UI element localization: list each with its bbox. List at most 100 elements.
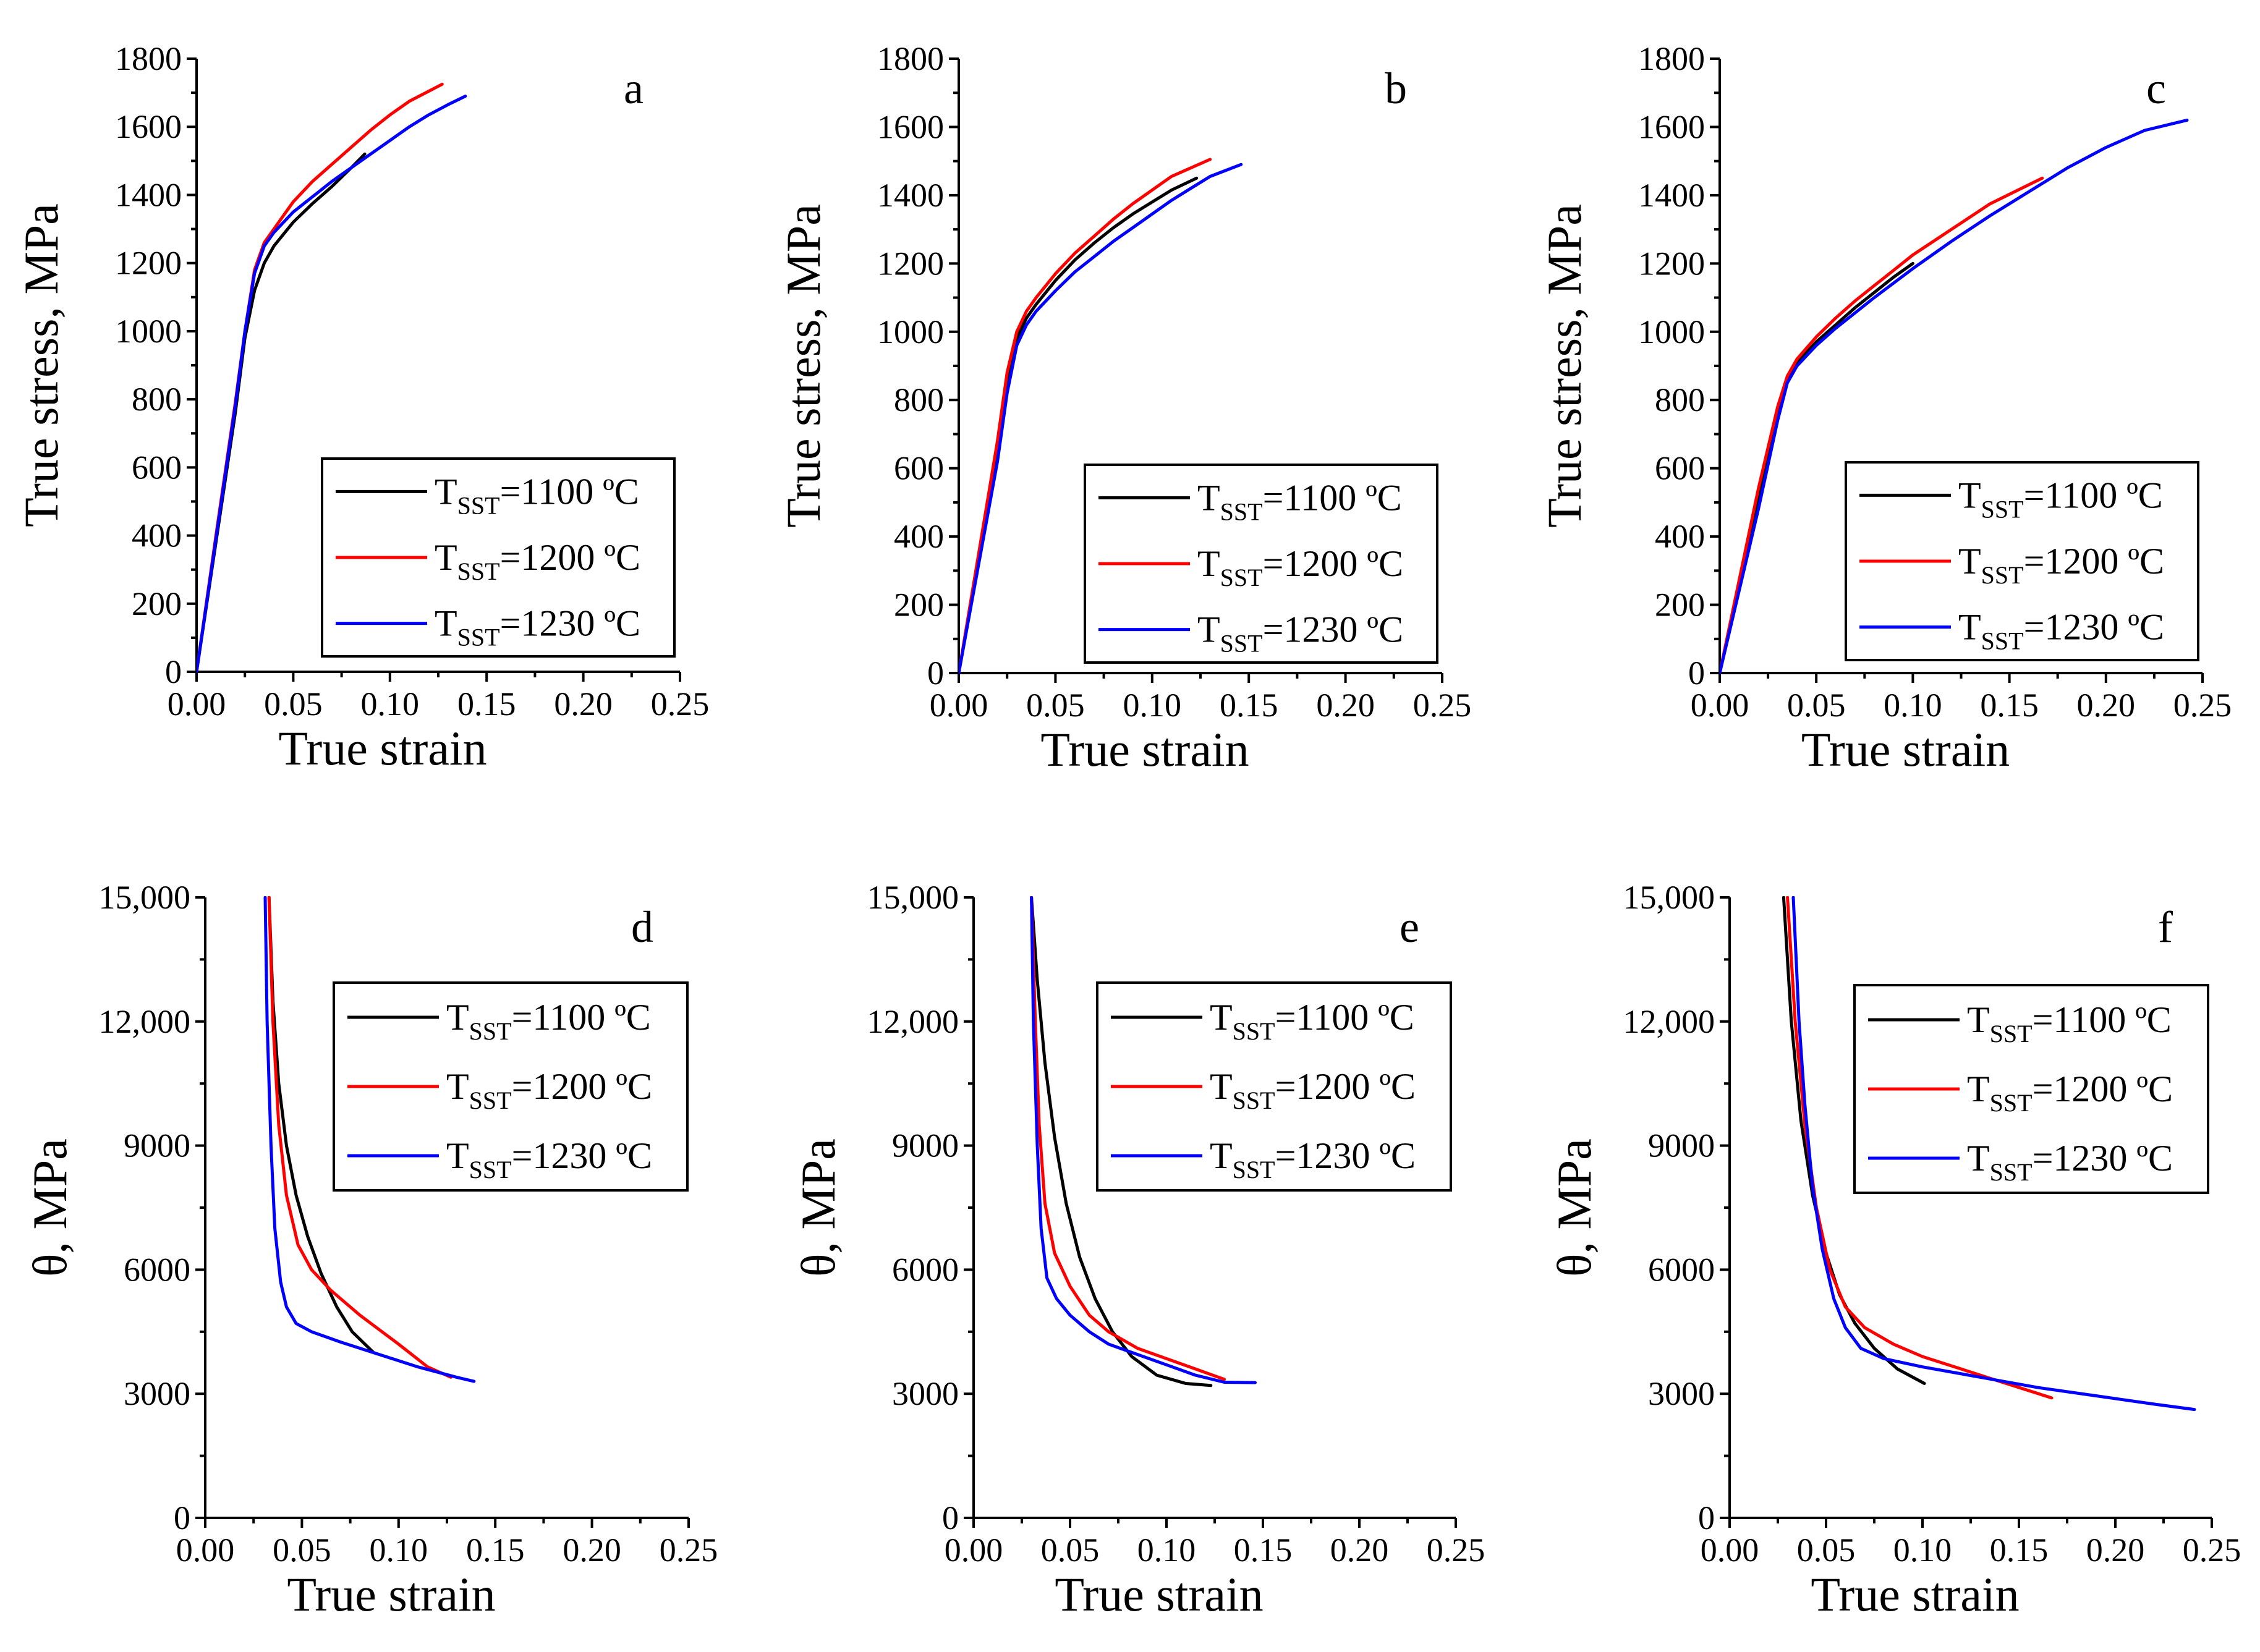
legend-subscript: SST <box>1220 630 1263 658</box>
y-tick-label: 1200 <box>115 245 182 282</box>
y-axis-title: True stress, MPa <box>1537 204 1591 528</box>
x-tick-label: 0.05 <box>264 685 323 722</box>
series-line-t1100 <box>267 896 375 1354</box>
y-tick-label: 200 <box>1655 587 1705 624</box>
legend-entry-label: TSST=1100 ºC <box>435 471 639 519</box>
y-tick-label: 1000 <box>877 313 944 350</box>
legend-symbol: T <box>1210 1135 1233 1176</box>
y-tick-label: 0 <box>1688 654 1705 692</box>
legend-symbol: T <box>1958 541 1981 582</box>
x-axis-title: True strain <box>287 1567 495 1621</box>
legend-symbol: T <box>446 1135 469 1176</box>
legend-entry-label: TSST=1200 ºC <box>1967 1069 2173 1117</box>
legend-value: =1200 ºC <box>2033 1069 2173 1109</box>
legend-entry-label: TSST=1230 ºC <box>1967 1138 2173 1186</box>
legend-symbol: T <box>1197 543 1220 584</box>
y-tick-label: 9000 <box>892 1127 959 1164</box>
y-tick-label: 1200 <box>877 245 944 282</box>
legend-subscript: SST <box>1990 1020 2033 1048</box>
panel-label: a <box>624 64 644 113</box>
chart-panel-b: 0.00 0.05 0.10 0.15 0.20 0.25 0 200 400 600 800 100… <box>776 40 1471 776</box>
x-tick-label: 0.00 <box>176 1531 235 1569</box>
legend-symbol: T <box>446 997 469 1038</box>
y-tick-label: 9000 <box>1648 1127 1715 1164</box>
y-tick-label: 0 <box>174 1499 190 1536</box>
legend-value: =1230 ºC <box>1275 1135 1416 1176</box>
y-tick-label: 12,000 <box>99 1003 191 1040</box>
x-tick-label: 0.15 <box>466 1531 525 1569</box>
y-tick-label: 3000 <box>892 1375 959 1412</box>
legend-subscript: SST <box>469 1156 512 1184</box>
x-tick-label: 0.25 <box>2183 1531 2241 1569</box>
legend-value: =1230 ºC <box>500 603 640 644</box>
y-tick-label: 6000 <box>1648 1251 1715 1288</box>
y-tick-label: 1400 <box>115 176 182 213</box>
y-tick-label: 1800 <box>1638 40 1705 77</box>
x-tick-label: 0.00 <box>168 685 226 722</box>
legend-subscript: SST <box>1233 1087 1275 1114</box>
legend-subscript: SST <box>469 1017 512 1045</box>
y-axis-title: θ, MPa <box>1547 1138 1601 1277</box>
legend-entry-label: TSST=1200 ºC <box>446 1066 652 1114</box>
series-line-t1230 <box>263 896 476 1383</box>
legend-subscript: SST <box>1220 564 1263 591</box>
legend-symbol: T <box>1967 1138 1990 1179</box>
legend-value: =1100 ºC <box>2033 999 2172 1040</box>
y-tick-label: 0 <box>942 1499 959 1536</box>
y-tick-label: 1200 <box>1638 245 1705 282</box>
x-tick-label: 0.10 <box>1893 1531 1952 1569</box>
legend-value: =1200 ºC <box>1263 543 1403 584</box>
x-tick-label: 0.05 <box>1797 1531 1856 1569</box>
y-tick-label: 1600 <box>115 108 182 145</box>
panel-label: f <box>2158 902 2173 952</box>
x-tick-label: 0.10 <box>1123 687 1182 724</box>
y-tick-label: 1600 <box>877 108 944 145</box>
legend-value: =1200 ºC <box>2024 541 2164 582</box>
chart-panel-a: 0.00 0.05 0.10 0.15 0.20 0.25 0 200 400 600 800 100… <box>14 40 709 775</box>
series-line-t1230 <box>959 163 1243 674</box>
legend-subscript: SST <box>469 1087 512 1114</box>
legend-value: =1200 ºC <box>512 1066 652 1107</box>
x-tick-label: 0.25 <box>2173 687 2232 724</box>
y-tick-label: 1000 <box>1638 313 1705 350</box>
legend-entry-label: TSST=1100 ºC <box>1958 475 2163 523</box>
y-tick-label: 200 <box>894 587 944 624</box>
x-tick-label: 0.15 <box>1220 687 1278 724</box>
series-line-t1200 <box>267 896 452 1379</box>
x-tick-label: 0.25 <box>1413 687 1472 724</box>
x-tick-label: 0.10 <box>361 685 420 722</box>
legend-value: =1230 ºC <box>2033 1138 2173 1179</box>
x-tick-label: 0.05 <box>1787 687 1846 724</box>
legend-entry-label: TSST=1200 ºC <box>435 537 640 585</box>
y-tick-label: 1800 <box>877 40 944 77</box>
y-tick-label: 1600 <box>1638 108 1705 145</box>
legend-symbol: T <box>1967 999 1990 1040</box>
x-axis-title: True strain <box>278 721 486 775</box>
chart-panel-c: 0.00 0.05 0.10 0.15 0.20 0.25 0 200 400 600 800 100… <box>1537 40 2232 776</box>
y-tick-label: 600 <box>1655 450 1705 487</box>
series-line-t1230 <box>1720 118 2189 674</box>
series-line-t1100 <box>1030 896 1213 1387</box>
legend-subscript: SST <box>1990 1089 2033 1117</box>
legend-symbol: T <box>435 537 457 578</box>
chart-panel-d: 0.00 0.05 0.10 0.15 0.20 0.25 0 3000 6000 9000 12,… <box>23 879 718 1621</box>
legend-symbol: T <box>1958 607 1981 648</box>
y-tick-label: 400 <box>132 517 182 554</box>
x-tick-label: 0.05 <box>273 1531 331 1569</box>
x-tick-label: 0.25 <box>651 685 710 722</box>
legend-entry-label: TSST=1100 ºC <box>1210 997 1414 1045</box>
legend-symbol: T <box>1967 1069 1990 1109</box>
y-tick-label: 200 <box>132 585 182 622</box>
y-tick-label: 12,000 <box>1623 1003 1715 1040</box>
legend-entry-label: TSST=1230 ºC <box>1210 1135 1416 1184</box>
y-tick-label: 0 <box>165 653 182 690</box>
legend-value: =1100 ºC <box>2024 475 2163 515</box>
legend-symbol: T <box>1958 475 1981 515</box>
y-tick-label: 15,000 <box>1623 879 1715 916</box>
chart-panel-e: 0.00 0.05 0.10 0.15 0.20 0.25 0 3000 6000 9000 12,… <box>791 879 1485 1621</box>
